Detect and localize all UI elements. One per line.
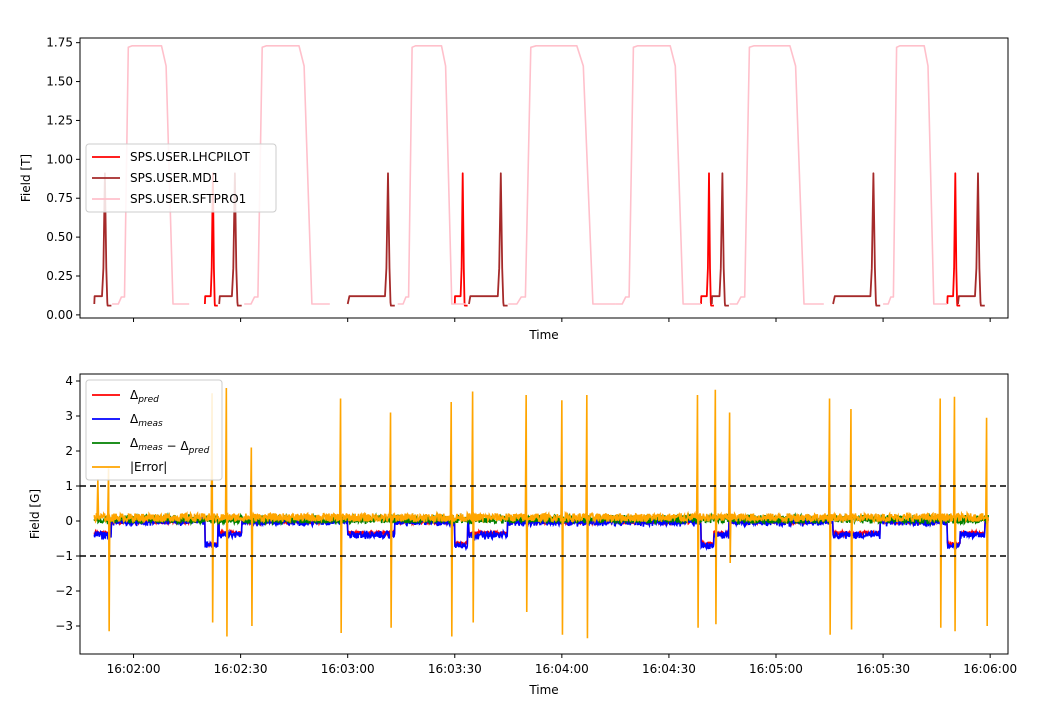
bottom-x-tick-label: 16:05:30 bbox=[856, 662, 910, 676]
abs-error-spike bbox=[585, 394, 589, 639]
bottom-legend-label: Δmeas − Δpred bbox=[130, 436, 210, 456]
top-series-sps-user-md1-segment bbox=[710, 172, 729, 307]
abs-error-spike bbox=[695, 394, 700, 628]
abs-error-spike bbox=[249, 447, 254, 627]
bottom-x-tick-label: 16:03:30 bbox=[428, 662, 482, 676]
bottom-y-tick-label: −3 bbox=[55, 619, 73, 633]
top-legend-label: SPS.USER.LHCPILOT bbox=[130, 150, 251, 164]
bottom-y-axis-label: Field [G] bbox=[28, 489, 42, 539]
bottom-x-axis-label: Time bbox=[528, 683, 558, 697]
bottom-x-axis: 16:02:00 16:02:30 16:03:00 16:03:30 16:04:00… bbox=[107, 654, 1017, 676]
top-series-sps-user-sftpro1-segment bbox=[729, 45, 824, 305]
top-series-sps-user-md1-segment bbox=[832, 172, 881, 307]
bottom-legend-label: |Error| bbox=[130, 460, 167, 474]
top-y-tick-label: 0.75 bbox=[46, 191, 73, 205]
top-y-axis: 0.00 0.25 0.50 0.75 1.00 1.25 1.50 1.75 bbox=[46, 36, 80, 322]
bottom-y-tick-label: −1 bbox=[55, 549, 73, 563]
top-legend-box bbox=[85, 143, 277, 213]
top-series-sps-user-sftpro1-segment bbox=[397, 45, 467, 305]
top-series-sps-user-sftpro1-segment bbox=[508, 45, 616, 305]
top-series-sps-user-md1-segment bbox=[346, 172, 395, 307]
abs-error-spike bbox=[106, 468, 111, 632]
bottom-y-tick-label: 2 bbox=[65, 444, 73, 458]
abs-error-spike bbox=[560, 400, 564, 635]
top-legend-label: SPS.USER.SFTPRO1 bbox=[130, 192, 246, 206]
top-series-sps-user-md1-segment bbox=[468, 172, 508, 307]
bottom-series-group bbox=[80, 387, 1008, 639]
top-series-sps-user-sftpro1-segment bbox=[615, 45, 701, 305]
bottom-y-axis: −3 −2 −1 0 1 2 3 4 bbox=[55, 374, 80, 633]
top-panel: 0.00 0.25 0.50 0.75 1.00 1.25 1.50 1.75 Time Fi… bbox=[19, 36, 1009, 342]
abs-error-spike bbox=[827, 398, 832, 635]
bottom-x-tick-label: 16:02:30 bbox=[214, 662, 268, 676]
abs-error-spike bbox=[952, 396, 957, 632]
top-legend: SPS.USER.LHCPILOT SPS.USER.MD1 SPS.USER.SF… bbox=[85, 143, 277, 213]
top-series-group bbox=[93, 45, 985, 307]
bottom-x-tick-label: 16:03:00 bbox=[321, 662, 375, 676]
bottom-x-tick-label: 16:06:00 bbox=[963, 662, 1017, 676]
series-abs-error-line bbox=[93, 510, 989, 525]
bottom-legend: Δpred Δmeas Δmeas − Δpred |Error| bbox=[85, 379, 223, 481]
abs-error-spike bbox=[224, 387, 229, 637]
top-x-axis-label: Time bbox=[528, 328, 558, 342]
top-y-tick-label: 1.25 bbox=[46, 113, 73, 127]
top-y-tick-label: 0.25 bbox=[46, 269, 73, 283]
top-series-sps-user-sftpro1-segment bbox=[883, 45, 948, 305]
top-y-tick-label: 1.50 bbox=[46, 75, 73, 89]
bottom-x-tick-label: 16:04:00 bbox=[535, 662, 589, 676]
abs-error-spike bbox=[388, 412, 393, 628]
abs-error-spike bbox=[728, 412, 732, 564]
abs-error-spike bbox=[338, 398, 343, 634]
top-legend-label: SPS.USER.MD1 bbox=[130, 171, 219, 185]
top-y-tick-label: 1.75 bbox=[46, 36, 73, 50]
top-series-sps-user-md1-segment bbox=[957, 172, 985, 307]
top-y-tick-label: 0.00 bbox=[46, 308, 73, 322]
bottom-legend-box bbox=[85, 379, 223, 481]
bottom-legend-label: Δmeas bbox=[130, 412, 163, 429]
bottom-legend-label: Δpred bbox=[130, 388, 159, 405]
abs-error-spike bbox=[713, 389, 718, 625]
top-y-tick-label: 0.50 bbox=[46, 230, 73, 244]
abs-error-spike bbox=[96, 478, 100, 518]
bottom-y-tick-label: 3 bbox=[65, 409, 73, 423]
top-y-axis-label: Field [T] bbox=[19, 154, 33, 202]
bottom-plot-frame bbox=[79, 373, 1009, 655]
top-series-sps-user-lhcpilot-segment bbox=[700, 172, 714, 307]
bottom-x-tick-label: 16:02:00 bbox=[107, 662, 161, 676]
bottom-x-tick-label: 16:04:30 bbox=[642, 662, 696, 676]
bottom-y-tick-label: 1 bbox=[65, 479, 73, 493]
abs-error-spike bbox=[471, 391, 475, 623]
top-series-sps-user-sftpro1-segment bbox=[244, 45, 330, 305]
abs-error-spike bbox=[938, 398, 943, 628]
top-series-sps-user-lhcpilot-segment bbox=[946, 172, 961, 307]
top-x-axis bbox=[133, 318, 991, 322]
bottom-y-tick-label: 4 bbox=[65, 374, 73, 388]
bottom-y-tick-label: −2 bbox=[55, 584, 73, 598]
abs-error-spike bbox=[449, 401, 454, 637]
bottom-y-tick-label: 0 bbox=[65, 514, 73, 528]
top-y-tick-label: 1.00 bbox=[46, 152, 73, 166]
top-plot-frame bbox=[79, 37, 1009, 319]
abs-error-spike bbox=[984, 417, 989, 627]
abs-error-spike bbox=[849, 408, 853, 630]
abs-error-spike bbox=[524, 394, 529, 613]
bottom-x-tick-label: 16:05:00 bbox=[749, 662, 803, 676]
